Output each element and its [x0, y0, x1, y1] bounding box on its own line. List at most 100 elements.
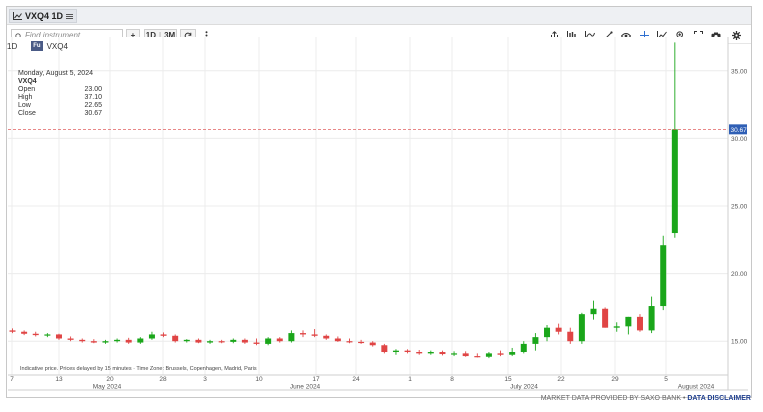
- interval-text: 1D: [7, 41, 18, 51]
- candle-body: [334, 338, 341, 342]
- candle-body: [44, 334, 51, 336]
- time-tick-label: 17: [312, 376, 320, 383]
- candle-body: [55, 334, 62, 339]
- candle-body: [79, 339, 86, 342]
- candle-body: [392, 350, 399, 353]
- time-tick-label: 5: [664, 376, 668, 383]
- candle-body: [660, 245, 667, 307]
- price-axis: 15.00 20.00 25.00 30.00 35.00: [727, 37, 748, 390]
- plot-area: [8, 37, 728, 390]
- time-tick-label: 28: [159, 376, 167, 383]
- price-delay-note: Indicative price. Prices delayed by 15 m…: [20, 366, 257, 372]
- price-tick-label: 30.00: [731, 136, 748, 143]
- candle-body: [160, 334, 167, 336]
- ohlc-symbol: VXQ4: [18, 78, 37, 85]
- ohlc-legend: Monday, August 5, 2024 VXQ4 Open 23.00 Hi…: [18, 70, 102, 118]
- settings-icon[interactable]: [729, 29, 743, 42]
- range-label: 3M: [164, 31, 176, 40]
- candle-body: [311, 334, 318, 336]
- close-label: Close: [18, 110, 36, 117]
- time-tick-label: 29: [611, 376, 619, 383]
- price-tick-label: 25.00: [731, 204, 748, 211]
- month-label: May 2024: [93, 384, 122, 391]
- candle-body: [148, 334, 155, 339]
- candle-body: [207, 341, 214, 343]
- last-price-value: 30.67: [731, 127, 748, 134]
- candle-body: [555, 327, 562, 332]
- instrument-info: 1D Fu VXQ4: [7, 41, 68, 51]
- candle-body: [21, 331, 28, 334]
- candle-body: [369, 342, 376, 346]
- time-tick-label: 15: [504, 376, 512, 383]
- menu-icon[interactable]: [66, 13, 74, 20]
- ohlc-low-row: Low 22.65: [18, 102, 102, 110]
- candle-body: [172, 335, 179, 342]
- high-value: 37.10: [84, 94, 102, 101]
- candle-body: [509, 352, 516, 355]
- candle-body: [485, 353, 492, 357]
- time-tick-label: 1: [408, 376, 412, 383]
- time-tick-label: 13: [55, 376, 63, 383]
- time-tick-label: 7: [10, 376, 14, 383]
- ohlc-high-row: High 37.10: [18, 94, 102, 102]
- candle-body: [462, 353, 469, 357]
- candle-body: [323, 335, 330, 339]
- low-label: Low: [18, 102, 31, 109]
- price-tick-label: 15.00: [731, 339, 748, 346]
- candle-body: [67, 338, 74, 340]
- time-axis: 7 13 20 28 3 10 17 24 1 8 15 22 29 5 May 2024 June 2024…: [8, 374, 748, 391]
- candle-body: [288, 333, 295, 342]
- candle-body: [381, 345, 388, 353]
- candle-body: [183, 339, 190, 342]
- interval-label: 1D: [145, 31, 157, 40]
- candle-body: [114, 339, 121, 342]
- title-bar: VXQ4 1D: [7, 7, 751, 25]
- candle-body: [358, 341, 365, 344]
- time-tick-label: 22: [557, 376, 565, 383]
- time-tick-label: 20: [106, 376, 114, 383]
- gridlines: [8, 37, 728, 375]
- low-value: 22.65: [84, 102, 102, 109]
- instrument-symbol: VXQ4: [46, 41, 68, 51]
- candles: [9, 42, 678, 359]
- search-input[interactable]: [25, 31, 121, 40]
- last-price-marker: 30.67: [8, 124, 748, 135]
- candle-body: [125, 339, 132, 343]
- candle-body: [590, 308, 597, 315]
- candle-body: [218, 341, 225, 343]
- candle-body: [265, 338, 272, 344]
- candle-body: [532, 337, 539, 344]
- price-tick-label: 20.00: [731, 271, 748, 278]
- ohlc-open-row: Open 23.00: [18, 86, 102, 94]
- candle-body: [346, 341, 353, 343]
- month-label: August 2024: [678, 384, 715, 391]
- data-disclaimer-link[interactable]: DATA DISCLAIMER: [687, 395, 751, 402]
- chart-icon: [13, 12, 22, 20]
- futures-badge: Fu: [31, 41, 43, 51]
- time-tick-label: 8: [450, 376, 454, 383]
- time-tick-label: 10: [255, 376, 263, 383]
- candle-body: [32, 333, 39, 336]
- candle-body: [241, 339, 248, 343]
- fullscreen-icon[interactable]: [691, 29, 705, 42]
- ohlc-close-row: Close 30.67: [18, 110, 102, 118]
- candle-body: [9, 330, 16, 332]
- candle-body: [300, 333, 306, 335]
- candle-body: [276, 338, 283, 342]
- candle-body: [578, 314, 585, 342]
- data-footer: MARKET DATA PROVIDED BY SAXO BANK • DATA…: [541, 395, 751, 402]
- candle-body: [102, 341, 109, 343]
- candle-body: [602, 308, 609, 328]
- candle-body: [497, 353, 504, 355]
- candle-body: [416, 352, 423, 354]
- candle-body: [90, 341, 97, 343]
- month-label: June 2024: [290, 384, 321, 391]
- close-value: 30.67: [84, 110, 102, 117]
- candle-body: [253, 342, 260, 344]
- price-tick-label: 35.00: [731, 68, 748, 75]
- chart-tab[interactable]: VXQ4 1D: [9, 9, 78, 23]
- candle-body: [613, 326, 620, 328]
- provider-text: MARKET DATA PROVIDED BY SAXO BANK •: [540, 395, 688, 402]
- candle-body: [544, 327, 551, 338]
